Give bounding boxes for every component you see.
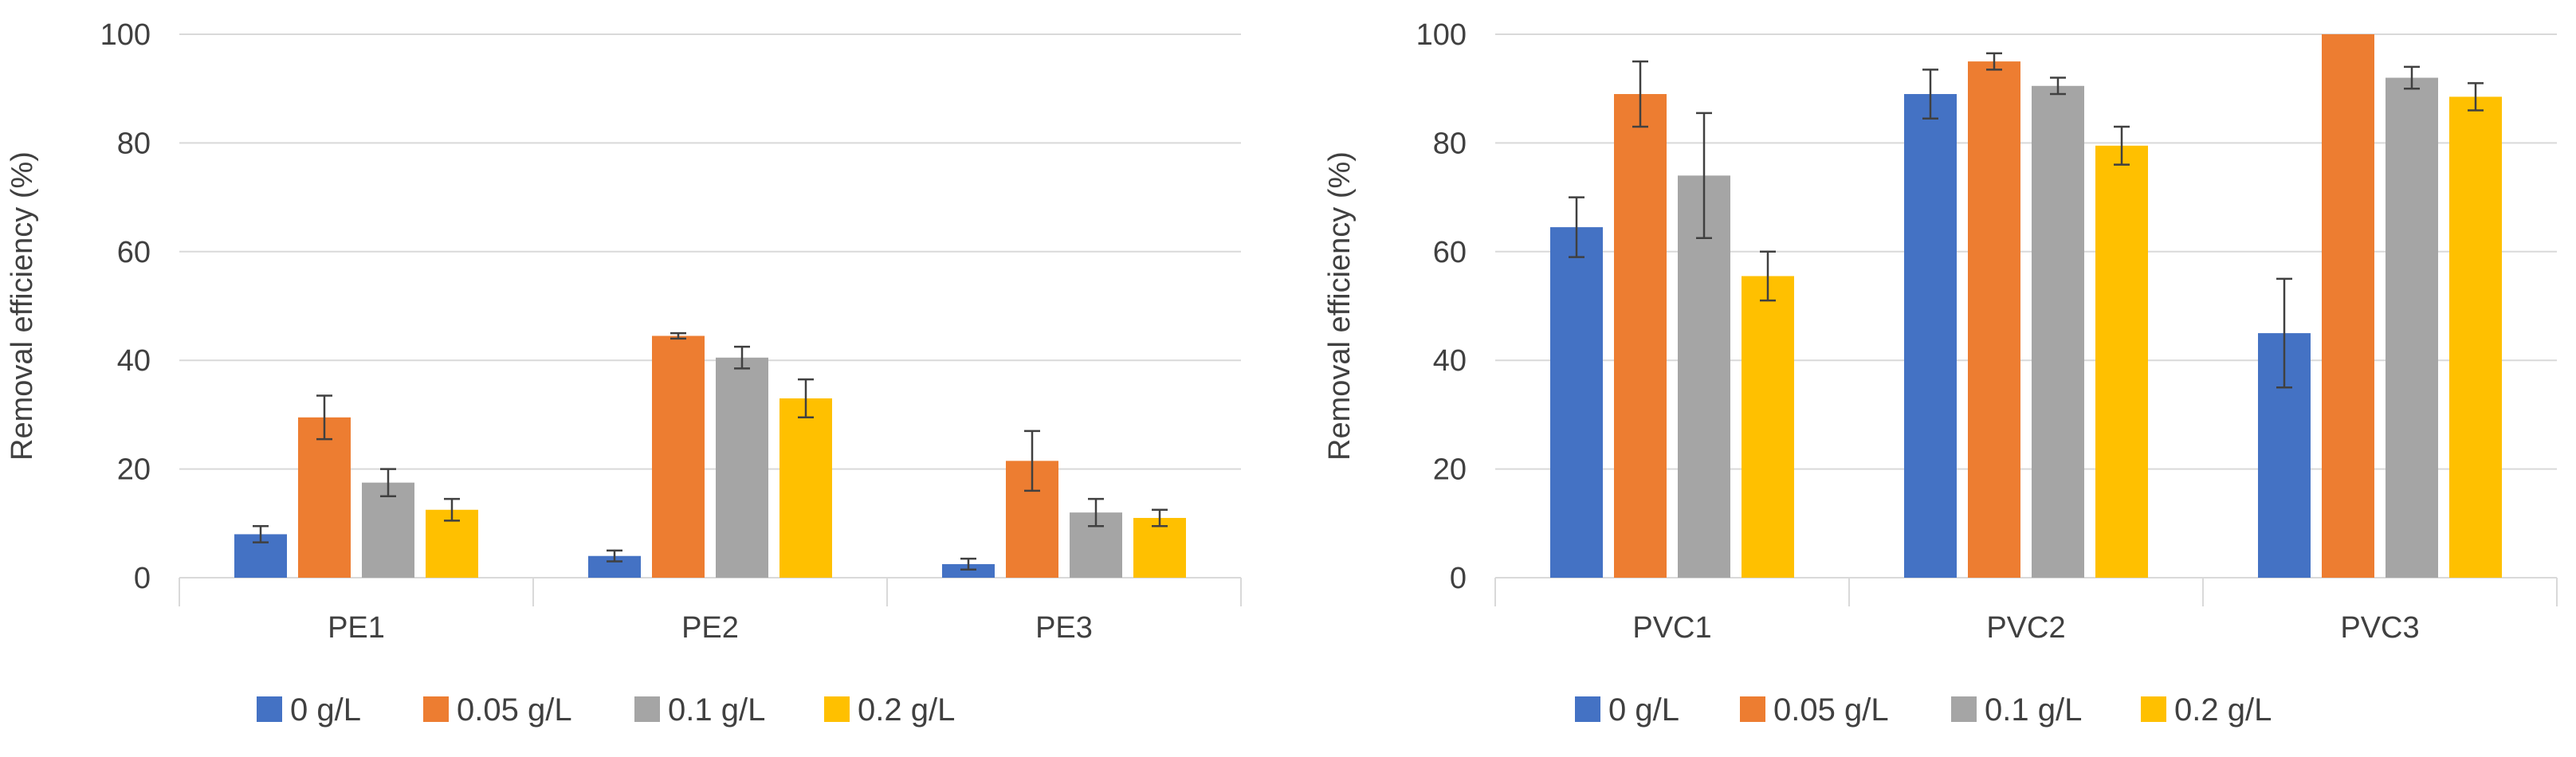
legend-label: 0.2 g/L bbox=[2174, 692, 2272, 728]
x-tick-label: PE1 bbox=[328, 611, 385, 645]
y-tick-label: 80 bbox=[1433, 127, 1467, 160]
bar-pe2-2 bbox=[716, 357, 768, 578]
y-tick-label: 0 bbox=[134, 562, 151, 595]
y-axis-title: Removal efficiency (%) bbox=[6, 151, 39, 461]
y-axis-title: Removal efficiency (%) bbox=[1323, 151, 1357, 461]
chart-pe: 0 20 40 60 80 100 Removal efficiency (%) PE1 PE2… bbox=[6, 18, 1242, 728]
bar-pvc1-3 bbox=[1742, 276, 1794, 578]
bar-pvc2-0 bbox=[1904, 94, 1957, 578]
y-tick-label: 60 bbox=[117, 236, 151, 269]
y-tick-label: 0 bbox=[1450, 562, 1467, 595]
bar-pvc3-1 bbox=[2322, 34, 2374, 578]
bar-pvc2-3 bbox=[2095, 145, 2148, 578]
legend-label: 0.1 g/L bbox=[668, 692, 765, 728]
legend-swatch bbox=[1575, 696, 1600, 722]
bar-pvc1-2 bbox=[1678, 175, 1730, 578]
x-tick-label: PE2 bbox=[681, 611, 739, 645]
legend-swatch bbox=[423, 696, 449, 722]
bar-pvc1-0 bbox=[1550, 227, 1603, 578]
bar-pe1-2 bbox=[362, 482, 414, 578]
x-tick-label: PVC2 bbox=[1986, 611, 2065, 645]
bar-pe2-3 bbox=[779, 398, 832, 578]
legend-label: 0 g/L bbox=[1608, 692, 1679, 728]
y-tick-label: 20 bbox=[1433, 453, 1467, 487]
bar-pvc3-2 bbox=[2386, 77, 2438, 578]
legend-swatch bbox=[2141, 696, 2166, 722]
legend-label: 0.1 g/L bbox=[1985, 692, 2082, 728]
bar-pe1-1 bbox=[298, 417, 351, 578]
bar-pe2-1 bbox=[652, 335, 705, 578]
y-tick-label: 100 bbox=[1416, 18, 1467, 52]
legend-swatch bbox=[634, 696, 660, 722]
x-tick-label: PVC1 bbox=[1632, 611, 1711, 645]
legend-swatch bbox=[257, 696, 282, 722]
legend-swatch bbox=[1951, 696, 1977, 722]
x-tick-label: PVC3 bbox=[2340, 611, 2419, 645]
legend-label: 0.05 g/L bbox=[1773, 692, 1889, 728]
bar-pvc2-1 bbox=[1968, 61, 2020, 579]
bar-pvc1-1 bbox=[1614, 94, 1667, 578]
legend-label: 0.2 g/L bbox=[858, 692, 955, 728]
x-tick-label: PE3 bbox=[1035, 611, 1093, 645]
bar-pe3-3 bbox=[1133, 517, 1186, 578]
bar-pvc3-3 bbox=[2449, 96, 2502, 579]
y-tick-label: 40 bbox=[1433, 344, 1467, 378]
legend-swatch bbox=[1740, 696, 1765, 722]
bar-pvc2-2 bbox=[2032, 85, 2084, 579]
y-tick-label: 100 bbox=[100, 18, 151, 52]
legend-label: 0.05 g/L bbox=[457, 692, 572, 728]
bar-pe3-0 bbox=[942, 563, 995, 578]
chart-pvc: 0 20 40 60 80 100 Removal efficiency (%) PVC1 PV… bbox=[1323, 18, 2558, 728]
y-tick-label: 40 bbox=[117, 344, 151, 378]
legend-swatch bbox=[824, 696, 850, 722]
y-tick-label: 20 bbox=[117, 453, 151, 487]
y-tick-label: 80 bbox=[117, 127, 151, 160]
legend-label: 0 g/L bbox=[290, 692, 361, 728]
y-tick-label: 60 bbox=[1433, 236, 1467, 269]
